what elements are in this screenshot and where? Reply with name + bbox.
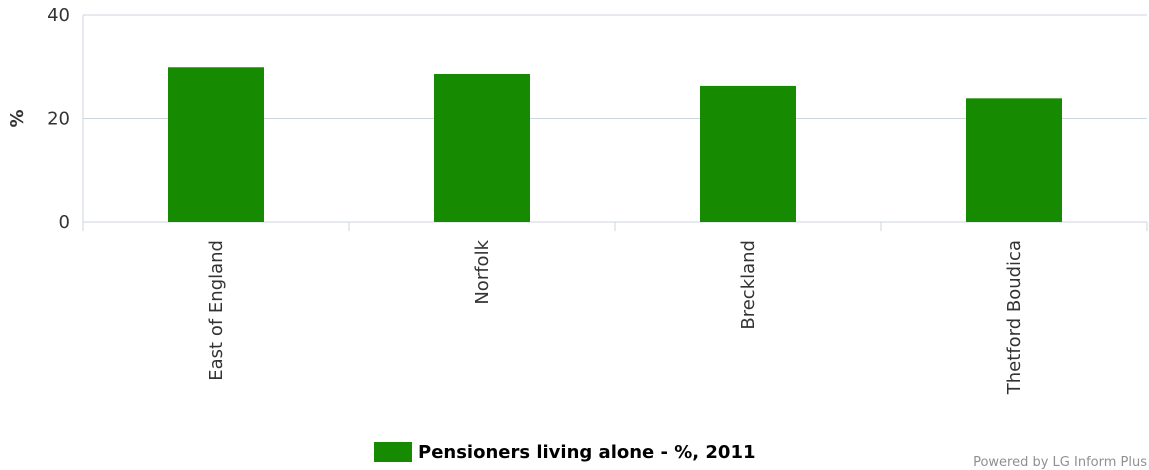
y-tick-label: 40 xyxy=(47,5,70,26)
bar[interactable] xyxy=(700,85,796,223)
powered-by-credit[interactable]: Powered by LG Inform Plus xyxy=(973,455,1147,470)
bars xyxy=(168,67,1062,223)
y-tick-label: 0 xyxy=(59,212,70,233)
bar[interactable] xyxy=(434,73,530,223)
legend-label: Pensioners living alone - %, 2011 xyxy=(418,441,756,463)
y-tick-label: 20 xyxy=(47,109,70,130)
y-axis-label: % xyxy=(7,109,28,127)
x-tick-label: Norfolk xyxy=(472,239,493,304)
bar[interactable] xyxy=(168,67,264,222)
x-axis-ticks: East of England Norfolk Breckland Thetford … xyxy=(82,222,1148,395)
x-tick-label: Thetford Boudica xyxy=(1004,240,1025,395)
legend-swatch xyxy=(374,442,412,462)
y-axis-ticks: 0 20 40 xyxy=(47,5,70,233)
x-tick-label: Breckland xyxy=(738,240,759,330)
legend[interactable]: Pensioners living alone - %, 2011 xyxy=(374,440,756,464)
bar[interactable] xyxy=(966,98,1062,222)
x-tick-label: East of England xyxy=(206,240,227,381)
